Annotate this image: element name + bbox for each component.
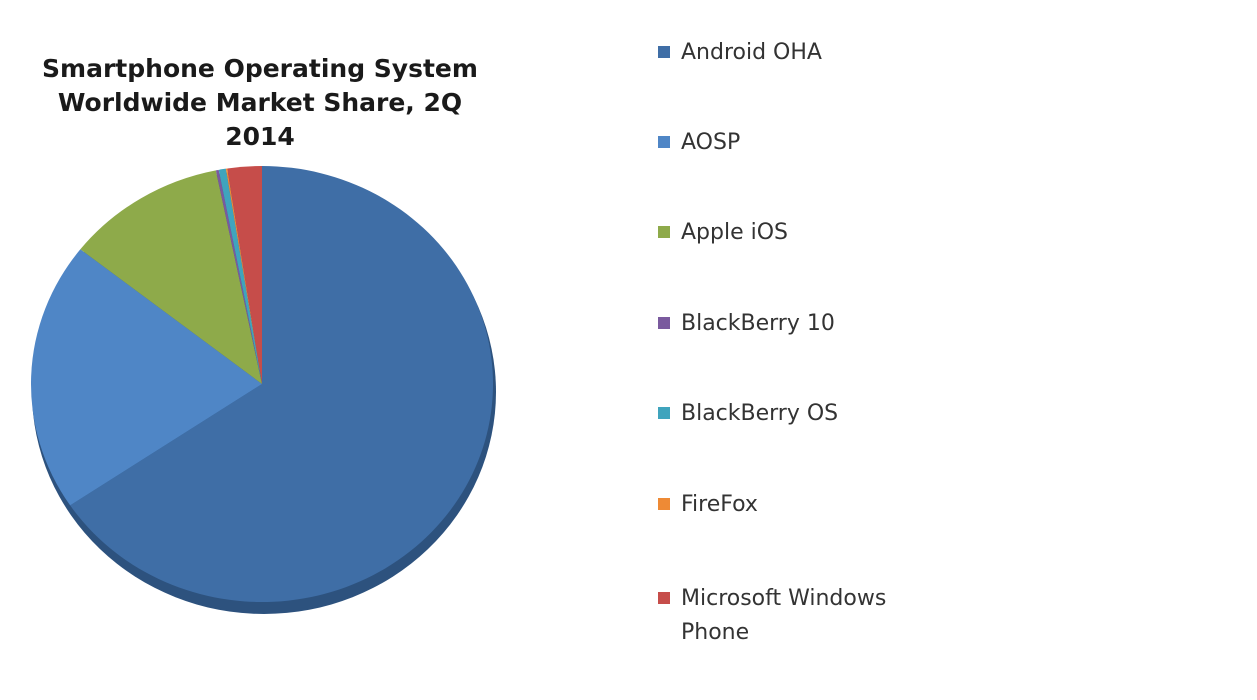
chart-title-line-2: Worldwide Market Share, 2Q 2014	[57, 88, 463, 151]
pie-slice-aosp	[30, 249, 262, 506]
legend-label: FireFox	[681, 488, 758, 522]
legend-label: Apple iOS	[681, 216, 788, 250]
legend-label-line: FireFox	[681, 492, 758, 517]
pie-slice-blackberry-10	[215, 169, 262, 384]
legend-label: BlackBerry 10	[681, 307, 835, 341]
pie-slice-android-oha	[70, 166, 493, 603]
legend-swatch	[658, 46, 670, 58]
legend-label: Microsoft Windows Phone	[681, 582, 886, 650]
legend-swatch	[658, 592, 670, 604]
legend-label: AOSP	[681, 126, 740, 160]
pie-slice-apple-ios	[80, 170, 262, 384]
legend-swatch	[658, 407, 670, 419]
legend-swatch	[658, 498, 670, 510]
chart-title-line-1: Smartphone Operating System	[42, 54, 478, 83]
legend-label-line: BlackBerry 10	[681, 311, 835, 336]
pie-chart	[30, 166, 496, 614]
legend-swatch	[658, 317, 670, 329]
legend-label-line: AOSP	[681, 130, 741, 155]
legend-label-line: BlackBerry OS	[681, 401, 839, 426]
legend-label-line: Android OHA	[681, 40, 822, 65]
legend-label: BlackBerry OS	[681, 397, 838, 431]
pie-slice-firefox	[225, 168, 262, 384]
pie-slice-microsoft-windows-phone	[227, 166, 262, 384]
legend-swatch	[658, 136, 670, 148]
legend-label-line: Apple iOS	[681, 220, 789, 245]
chart-title: Smartphone Operating System Worldwide Ma…	[20, 52, 500, 154]
legend-label-line: Phone	[681, 620, 750, 645]
pie-slice-blackberry-os	[218, 168, 262, 384]
legend-label-line: Microsoft Windows	[681, 586, 887, 611]
legend-label: Android OHA	[681, 36, 822, 70]
legend-swatch	[658, 226, 670, 238]
